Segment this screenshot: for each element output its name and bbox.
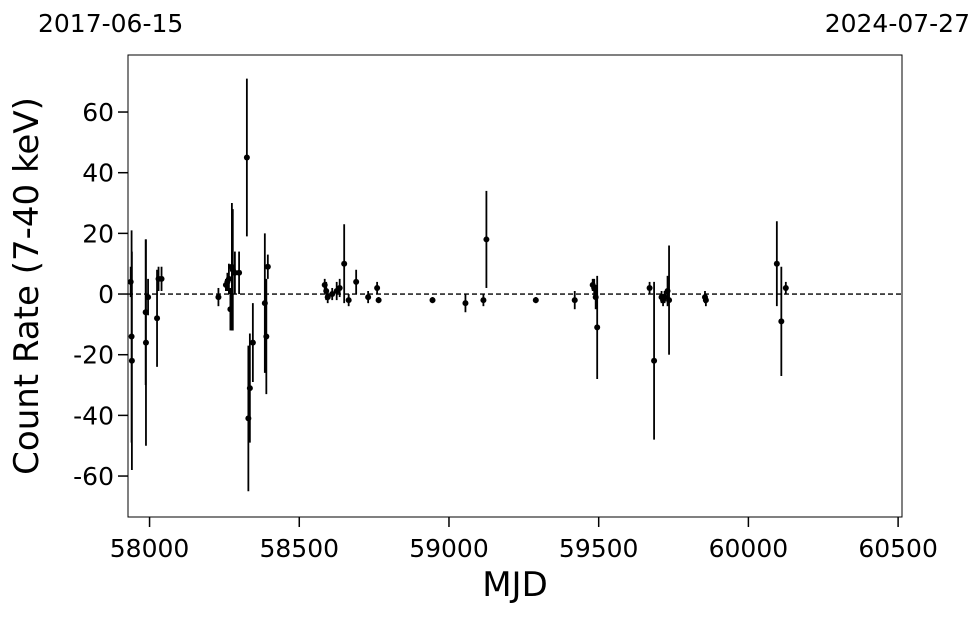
data-point (666, 297, 673, 304)
data-point (243, 154, 250, 161)
x-tick-label: 59500 (559, 534, 639, 563)
y-tick-label: 60 (82, 98, 114, 127)
data-point (145, 294, 152, 301)
y-axis-label: Count Rate (7-40 keV) (7, 97, 47, 475)
data-point (264, 263, 271, 270)
data-point (651, 357, 658, 364)
x-tick-label: 60000 (709, 534, 789, 563)
x-tick-label: 58000 (110, 534, 190, 563)
data-point (532, 297, 539, 304)
y-tick-label: -40 (73, 401, 114, 430)
y-tick-label: -20 (73, 341, 114, 370)
data-point (778, 318, 785, 325)
data-point (571, 297, 578, 304)
data-point (345, 297, 352, 304)
data-point (429, 297, 436, 304)
x-axis-label: MJD (482, 565, 548, 605)
data-point (782, 284, 789, 291)
data-point (263, 333, 270, 340)
data-point (462, 300, 469, 307)
data-point (365, 294, 372, 301)
data-point (353, 278, 360, 285)
x-tick-label: 58500 (260, 534, 340, 563)
data-point (483, 236, 490, 243)
data-point (324, 294, 331, 301)
data-point (249, 339, 256, 346)
data-point (646, 284, 653, 291)
data-point (236, 269, 243, 276)
data-point (480, 297, 487, 304)
data-point (375, 297, 382, 304)
data-point (336, 284, 343, 291)
x-tick-label: 59000 (409, 534, 489, 563)
data-point (128, 357, 135, 364)
data-point (142, 339, 149, 346)
data-point (158, 275, 165, 282)
top-date-left: 2017-06-15 (38, 9, 183, 38)
data-point (661, 294, 668, 301)
data-point (154, 315, 161, 322)
y-tick-label: 0 (98, 280, 114, 309)
data-point (374, 284, 381, 291)
data-point (341, 260, 348, 267)
top-date-right: 2024-07-27 (825, 9, 970, 38)
data-point (594, 324, 601, 331)
data-point (773, 260, 780, 267)
data-point (329, 291, 336, 298)
data-point (702, 297, 709, 304)
data-point (225, 275, 232, 282)
y-tick-label: 20 (82, 219, 114, 248)
data-point (215, 294, 222, 301)
y-tick-label: 40 (82, 159, 114, 188)
y-tick-label: -60 (73, 462, 114, 491)
data-point (246, 385, 253, 392)
plot-frame (127, 54, 903, 518)
data-point (231, 269, 238, 276)
x-tick-label: 60500 (858, 534, 938, 563)
